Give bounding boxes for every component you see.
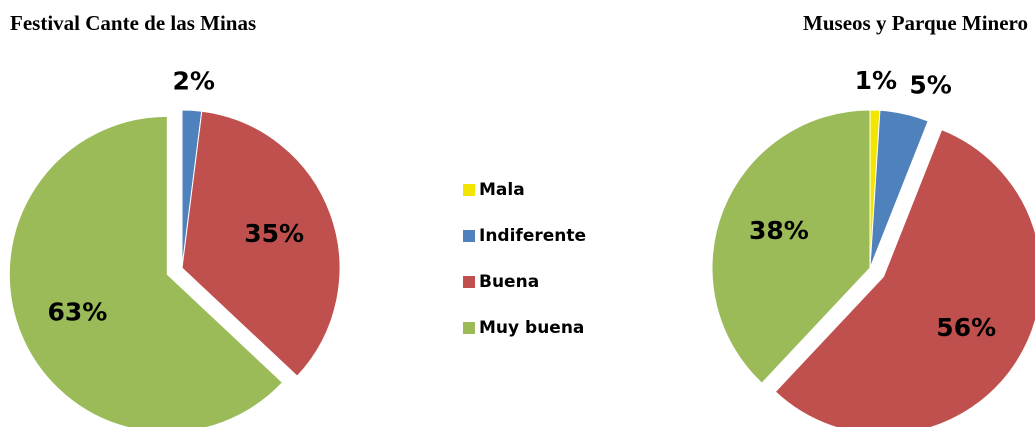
data-label: 63% xyxy=(47,297,107,326)
chart-title: Festival Cante de las Minas xyxy=(10,11,256,35)
data-label: 1% xyxy=(855,66,897,95)
legend-swatch xyxy=(463,184,475,196)
data-label: 5% xyxy=(909,70,951,99)
legend-label: Indiferente xyxy=(479,226,586,246)
pie-slice xyxy=(181,110,341,377)
data-label: 35% xyxy=(244,219,304,248)
legend-label: Mala xyxy=(479,180,525,200)
pie-slice xyxy=(869,109,929,269)
pie-slice xyxy=(774,129,1035,427)
data-label: 2% xyxy=(172,66,214,95)
data-label: 38% xyxy=(749,216,809,245)
legend-swatch xyxy=(463,230,475,242)
data-label: 56% xyxy=(936,313,996,342)
legend-swatch xyxy=(463,276,475,288)
pie-slice xyxy=(8,115,284,427)
pie-slice xyxy=(711,109,871,384)
legend-label: Muy buena xyxy=(479,318,584,338)
legend-swatch xyxy=(463,322,475,334)
legend-label: Buena xyxy=(479,272,539,292)
chart-title: Museos y Parque Minero xyxy=(803,11,1028,35)
